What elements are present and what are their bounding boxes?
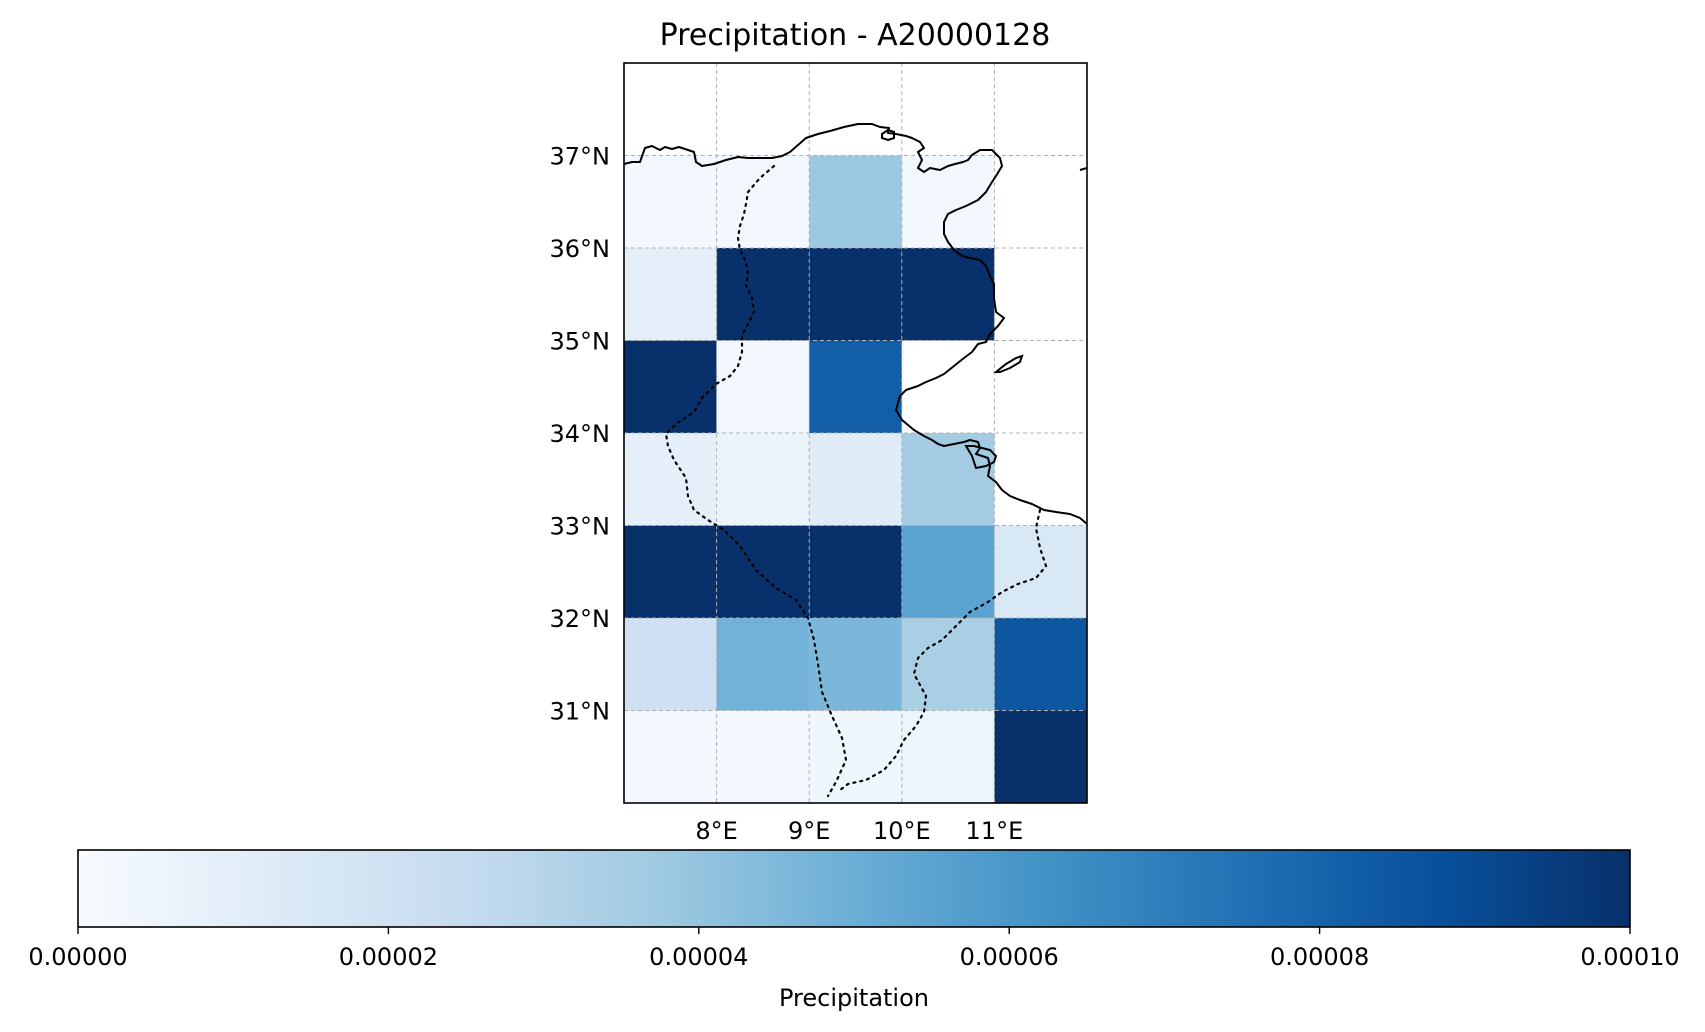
- heatmap-cell: [901, 155, 995, 248]
- y-tick-label: 32°N: [550, 605, 611, 633]
- heatmap-cell: [624, 710, 717, 803]
- figure-title: Precipitation - A20000128: [660, 18, 1051, 53]
- colorbar-tick-label: 0.00008: [1270, 943, 1369, 971]
- colorbar-tick-label: 0.00002: [339, 943, 438, 971]
- heatmap-cells: [624, 155, 1087, 803]
- colorbar-tick-label: 0.00006: [960, 943, 1059, 971]
- heatmap-cell: [624, 340, 717, 433]
- gridlines: [624, 63, 1087, 803]
- heatmap-cell: [901, 248, 995, 341]
- y-tick-label: 33°N: [550, 513, 611, 541]
- x-tick-label: 9°E: [788, 817, 830, 845]
- colorbar: 0.00000 0.00002 0.00004 0.00006 0.00008 0.000…: [28, 849, 1680, 1012]
- heatmap-cell: [716, 248, 810, 341]
- heatmap-cell: [716, 155, 810, 248]
- heatmap-cell: [809, 248, 902, 341]
- heatmap-cell: [809, 340, 902, 433]
- map-plot-area: [623, 62, 1088, 804]
- heatmap-cell: [901, 525, 995, 618]
- y-tick-label: 34°N: [550, 420, 611, 448]
- colorbar-frame: [77, 849, 1631, 928]
- y-tick-label: 35°N: [550, 328, 611, 356]
- heatmap-cell: [716, 433, 810, 526]
- heatmap-cell: [716, 618, 810, 711]
- colorbar-fill: [78, 850, 1630, 927]
- heatmap-cell: [624, 525, 717, 618]
- colorbar-tick-label: 0.00010: [1580, 943, 1679, 971]
- coastline-galite: [881, 128, 895, 142]
- colorbar-ticks: 0.00000 0.00002 0.00004 0.00006 0.00008 0.000…: [28, 927, 1680, 971]
- y-tick-label: 31°N: [550, 698, 611, 726]
- heatmap-cell: [809, 433, 902, 526]
- coastline-east: [1079, 167, 1087, 171]
- x-tick-label: 10°E: [873, 817, 931, 845]
- coastline: [624, 123, 1087, 525]
- colorbar-tick-label: 0.00000: [28, 943, 127, 971]
- map-frame: [623, 62, 1088, 804]
- y-tick-label: 36°N: [550, 235, 611, 263]
- y-tick-labels: 31°N 32°N 33°N 34°N 35°N 36°N 37°N: [550, 143, 611, 726]
- heatmap-cell: [716, 340, 810, 433]
- y-tick-label: 37°N: [550, 143, 611, 171]
- x-tick-label: 11°E: [966, 817, 1024, 845]
- heatmap-cell: [624, 248, 717, 341]
- heatmap-cell: [994, 618, 1087, 711]
- heatmap-cell: [994, 710, 1087, 803]
- heatmap-cell: [809, 710, 902, 803]
- heatmap-cell: [809, 155, 902, 248]
- heatmap-cell: [901, 710, 995, 803]
- colorbar-tick-label: 0.00004: [649, 943, 748, 971]
- heatmap-cell: [809, 525, 902, 618]
- x-tick-label: 8°E: [695, 817, 737, 845]
- heatmap-cell: [624, 155, 717, 248]
- coastline-kerkennah: [993, 354, 1024, 373]
- x-tick-labels: 8°E 9°E 10°E 11°E: [695, 817, 1023, 845]
- heatmap-cell: [716, 525, 810, 618]
- heatmap-cell: [809, 618, 902, 711]
- colorbar-label: Precipitation: [779, 984, 929, 1012]
- heatmap-cell: [716, 710, 810, 803]
- heatmap-cell: [624, 433, 717, 526]
- border-tunisia-libya: [838, 508, 1048, 792]
- coastline-island: [964, 445, 998, 470]
- heatmap-cell: [624, 618, 717, 711]
